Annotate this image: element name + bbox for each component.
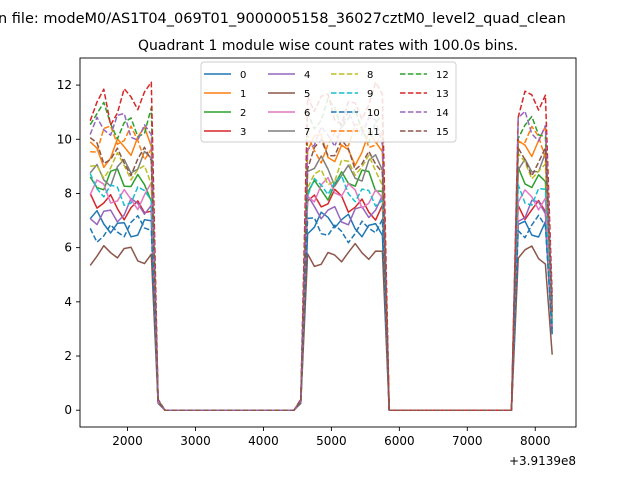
x-tick-label: 7000 (452, 434, 483, 448)
chart-title: Quadrant 1 module wise count rates with … (138, 38, 518, 54)
y-tick-label: 2 (64, 349, 72, 363)
legend-label: 8 (367, 70, 373, 81)
plot-frame (79, 57, 577, 428)
legend-frame (200, 61, 457, 143)
y-tick-label: 0 (64, 403, 72, 417)
legend-label: 13 (436, 89, 449, 100)
legend-label: 11 (367, 127, 380, 138)
y-tick-label: 10 (57, 132, 72, 146)
legend-label: 4 (304, 70, 310, 81)
x-offset-label: +3.9139e8 (509, 454, 576, 468)
x-tick-label: 2000 (112, 434, 143, 448)
legend-label: 1 (240, 89, 246, 100)
legend-label: 6 (304, 108, 310, 119)
legend-label: 3 (240, 127, 246, 138)
y-tick-label: 8 (64, 186, 72, 200)
legend-label: 9 (367, 89, 373, 100)
x-tick-label: 4000 (248, 434, 279, 448)
y-tick-label: 12 (57, 78, 72, 92)
legend-label: 2 (240, 108, 246, 119)
legend-label: 15 (436, 127, 449, 138)
legend-label: 0 (240, 70, 246, 81)
legend-label: 5 (304, 89, 310, 100)
x-tick-label: 8000 (520, 434, 551, 448)
y-tick-label: 6 (64, 241, 72, 255)
legend-label: 12 (436, 70, 449, 81)
x-tick-label: 5000 (316, 434, 347, 448)
figure-suptitle: n file: modeM0/AS1T04_069T01_9000005158_… (0, 11, 566, 27)
legend-label: 7 (304, 127, 310, 138)
legend-label: 14 (436, 108, 449, 119)
legend-label: 10 (367, 108, 380, 119)
y-tick-label: 4 (64, 295, 72, 309)
x-tick-label: 3000 (180, 434, 211, 448)
x-tick-label: 6000 (384, 434, 415, 448)
